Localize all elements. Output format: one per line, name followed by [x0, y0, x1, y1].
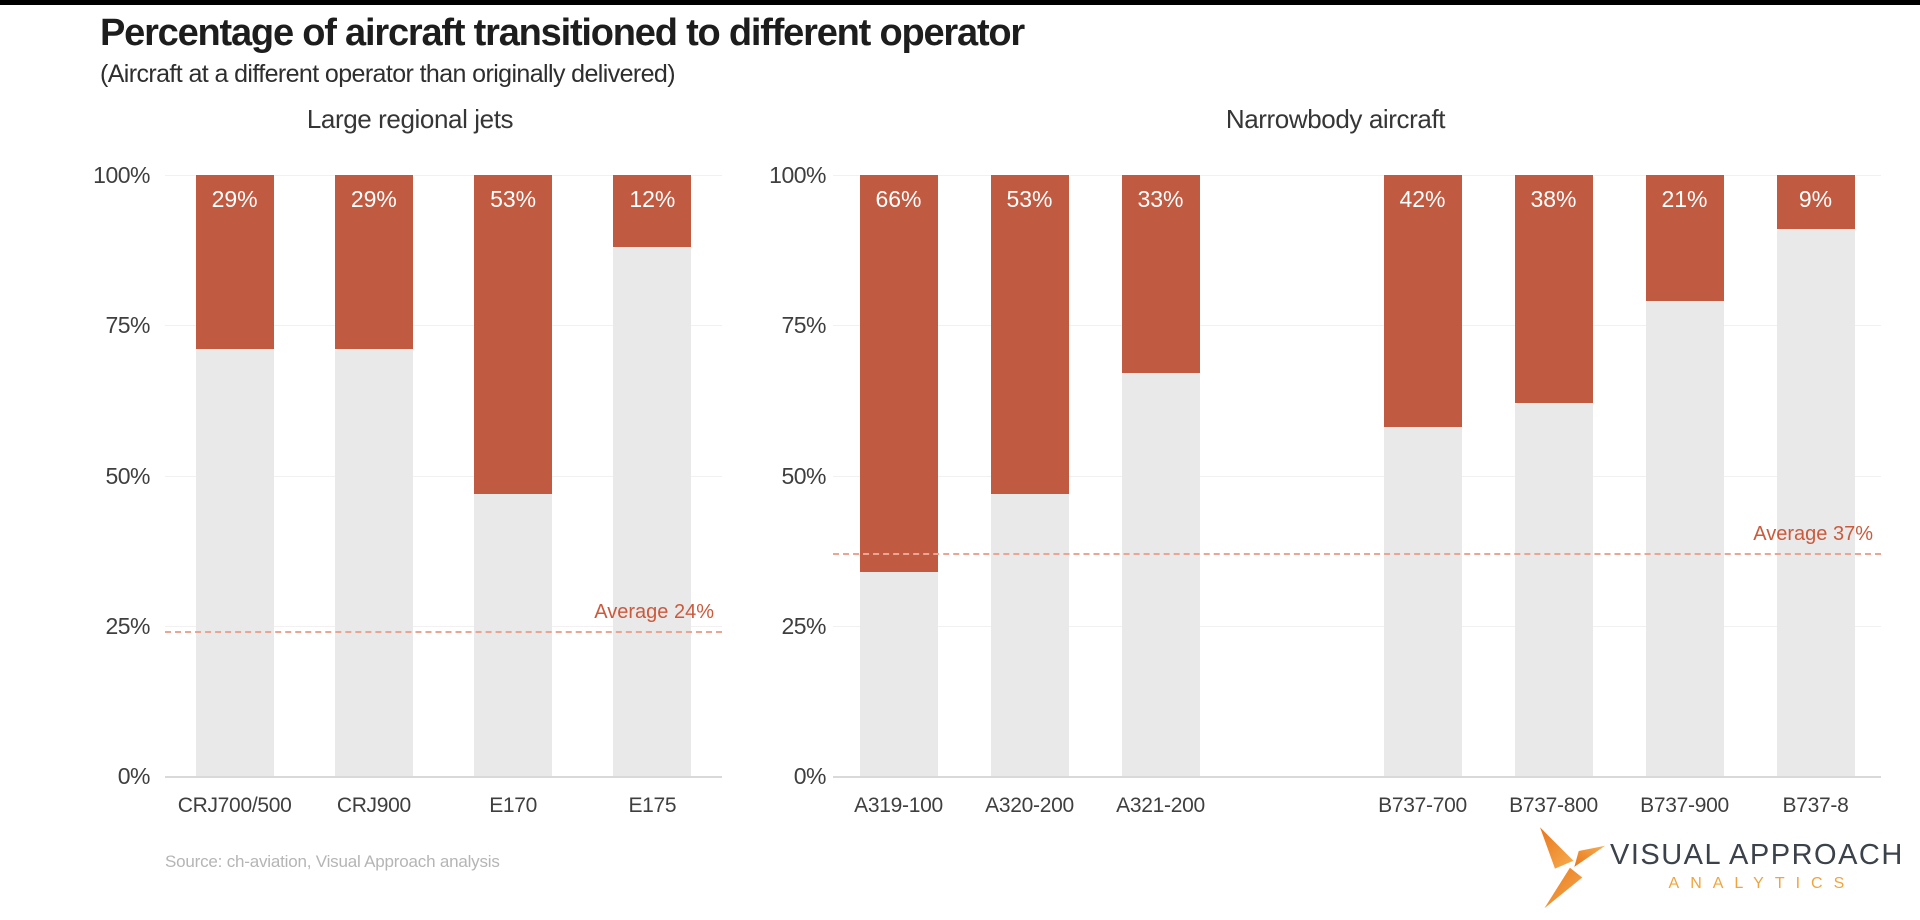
top-accent-bar	[0, 0, 1920, 5]
x-axis-label: E170	[489, 794, 538, 817]
y-axis-label: 75%	[105, 312, 150, 339]
gridline	[165, 475, 722, 477]
average-label: Average 37%	[1753, 522, 1873, 545]
brand-logo-mark-icon	[1540, 827, 1606, 909]
bar-remainder-segment	[1383, 427, 1462, 776]
y-axis-label: 100%	[769, 162, 826, 188]
brand-name: VISUAL APPROACH	[1610, 839, 1904, 871]
average-line	[833, 552, 1881, 555]
bar-value-label: 38%	[1530, 186, 1577, 212]
gridline	[833, 625, 1881, 627]
y-axis-label: 25%	[781, 612, 826, 639]
gridline	[165, 175, 722, 176]
bar-transition-segment	[1383, 175, 1462, 428]
chart-title: Narrowbody aircraft	[1225, 104, 1446, 134]
bar-remainder-segment	[1514, 403, 1593, 776]
x-axis-label: CRJ700/500	[177, 794, 292, 817]
gridline	[165, 625, 722, 627]
average-label: Average 24%	[594, 600, 714, 623]
bar-transition-segment	[1645, 175, 1724, 302]
average-line	[165, 630, 722, 633]
x-axis-label: A321-200	[1116, 794, 1205, 817]
y-axis-label: 100%	[93, 162, 150, 188]
bar-transition-segment	[474, 175, 553, 494]
y-axis-label: 50%	[781, 462, 826, 489]
bar-transition-segment	[859, 175, 938, 572]
bar-transition-segment	[1514, 175, 1593, 404]
x-axis-label: B737-900	[1640, 794, 1729, 817]
bar-remainder-segment	[990, 493, 1069, 776]
bar-transition-segment	[1776, 175, 1855, 230]
bar-value-label: 42%	[1399, 186, 1446, 212]
y-axis-label: 50%	[105, 462, 150, 489]
bar-value-label: 66%	[875, 186, 922, 212]
source-note: Source: ch-aviation, Visual Approach ana…	[165, 852, 500, 871]
x-axis-label: B737-8	[1782, 794, 1849, 817]
brand-logo: VISUAL APPROACH ANALYTICS	[1516, 822, 1904, 910]
gridline	[165, 776, 722, 778]
gridline	[833, 325, 1881, 327]
bar-remainder-segment	[1776, 229, 1855, 776]
bar-value-label: 21%	[1661, 186, 1708, 212]
bar-transition-segment	[1121, 175, 1200, 374]
bar-value-label: 53%	[490, 186, 537, 212]
bar-remainder-segment	[859, 571, 938, 776]
x-axis-label: A320-200	[985, 794, 1074, 817]
bar-remainder-segment	[474, 493, 553, 776]
gridline	[833, 175, 1881, 176]
y-axis-label: 25%	[105, 612, 150, 639]
bar-remainder-segment	[195, 349, 274, 776]
bar-transition-segment	[990, 175, 1069, 494]
bar-value-label: 33%	[1137, 186, 1184, 212]
bar-value-label: 29%	[350, 186, 397, 212]
brand-logo-text: VISUAL APPROACH ANALYTICS	[1610, 839, 1904, 893]
x-axis-label: B737-700	[1378, 794, 1467, 817]
gridline	[165, 325, 722, 327]
x-axis-label: E175	[628, 794, 677, 817]
x-axis-label: B737-800	[1509, 794, 1598, 817]
bar-remainder-segment	[1121, 373, 1200, 776]
bar-transition-segment	[195, 175, 274, 350]
bar-value-label: 29%	[211, 186, 258, 212]
bar-remainder-segment	[334, 349, 413, 776]
chart-title: Large regional jets	[306, 104, 514, 134]
page-subtitle: (Aircraft at a different operator than o…	[100, 60, 676, 88]
bar-value-label: 53%	[1006, 186, 1053, 212]
bar-transition-segment	[334, 175, 413, 350]
page-title: Percentage of aircraft transitioned to d…	[100, 12, 1025, 54]
x-axis-label: A319-100	[854, 794, 943, 817]
x-axis-label: CRJ900	[336, 794, 411, 817]
bar-remainder-segment	[1645, 301, 1724, 776]
bar-remainder-segment	[613, 247, 692, 776]
y-axis-label: 75%	[781, 312, 826, 339]
gridline	[833, 475, 1881, 477]
bar-value-label: 12%	[629, 186, 676, 212]
brand-sub-name: ANALYTICS	[1668, 875, 1856, 892]
y-axis-label: 0%	[117, 763, 151, 789]
bar-value-label: 9%	[1798, 186, 1833, 212]
bar-transition-segment	[613, 175, 692, 248]
y-axis-label: 0%	[793, 763, 827, 789]
gridline	[833, 776, 1881, 778]
